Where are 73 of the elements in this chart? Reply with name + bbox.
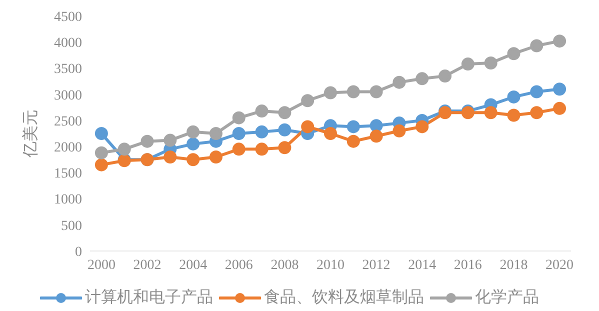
x-tick-label: 2004: [179, 258, 208, 273]
point: [553, 34, 566, 48]
point: [164, 150, 177, 164]
point: [484, 56, 498, 70]
point: [186, 153, 200, 166]
x-tick-label: 2010: [316, 258, 344, 273]
legend-label: 食品、饮料及烟草制品: [264, 288, 424, 308]
point: [346, 134, 360, 148]
point: [255, 142, 268, 156]
point: [94, 158, 108, 172]
point: [118, 142, 131, 156]
point: [301, 120, 314, 134]
point: [461, 58, 474, 71]
y-tick-label: 1000: [54, 192, 82, 208]
point: [370, 119, 383, 132]
point: [370, 85, 383, 98]
point: [346, 120, 360, 134]
point: [530, 85, 544, 98]
point: [278, 141, 292, 154]
x-tick-label: 2012: [362, 258, 390, 273]
y-tick-label: 4500: [54, 10, 82, 25]
point: [232, 142, 246, 156]
point: [164, 134, 177, 147]
y-tick-label: 3500: [54, 62, 82, 78]
point: [324, 127, 337, 140]
x-tick-label: 2008: [270, 258, 299, 273]
y-tick-label: 3000: [54, 88, 82, 104]
y-axis-title: 亿美元: [22, 110, 40, 158]
point: [484, 106, 498, 120]
point: [301, 94, 314, 108]
y-tick-label: 1500: [54, 166, 82, 182]
point: [140, 134, 154, 148]
x-tick-label: 2002: [133, 258, 162, 273]
point: [438, 70, 452, 83]
point: [553, 102, 566, 115]
point: [507, 90, 520, 104]
point: [94, 127, 108, 140]
x-tick-label: 2014: [408, 258, 436, 273]
point: [507, 47, 520, 60]
y-tick-label: 500: [61, 218, 82, 234]
point: [324, 86, 337, 100]
y-tick-label: 0: [75, 244, 82, 260]
y-tick-label: 4000: [54, 36, 82, 52]
point: [278, 123, 292, 136]
legend-label: 化学产品: [475, 288, 539, 308]
x-tick-label: 2020: [546, 258, 574, 273]
point: [370, 130, 383, 143]
point: [416, 72, 429, 86]
point: [209, 127, 222, 140]
x-tick-label: 2018: [500, 258, 528, 273]
point: [255, 125, 268, 138]
point: [553, 82, 566, 96]
point: [416, 120, 429, 134]
point: [507, 108, 520, 122]
point: [186, 125, 200, 138]
point: [209, 150, 222, 164]
point: [346, 85, 360, 98]
point: [232, 127, 246, 140]
y-tick-label: 2500: [54, 114, 82, 130]
y-tick-label: 2000: [54, 140, 82, 156]
point: [392, 76, 406, 89]
point: [530, 39, 544, 52]
point: [278, 106, 292, 120]
point: [186, 137, 200, 150]
point: [94, 146, 108, 160]
point: [255, 104, 268, 118]
legend-label: 计算机和电子产品: [85, 288, 213, 308]
point: [530, 106, 544, 120]
x-tick-label: 2006: [224, 258, 253, 273]
point: [232, 111, 246, 124]
x-tick-label: 2000: [87, 258, 116, 273]
x-tick-label: 2016: [454, 258, 482, 273]
point: [392, 124, 406, 138]
